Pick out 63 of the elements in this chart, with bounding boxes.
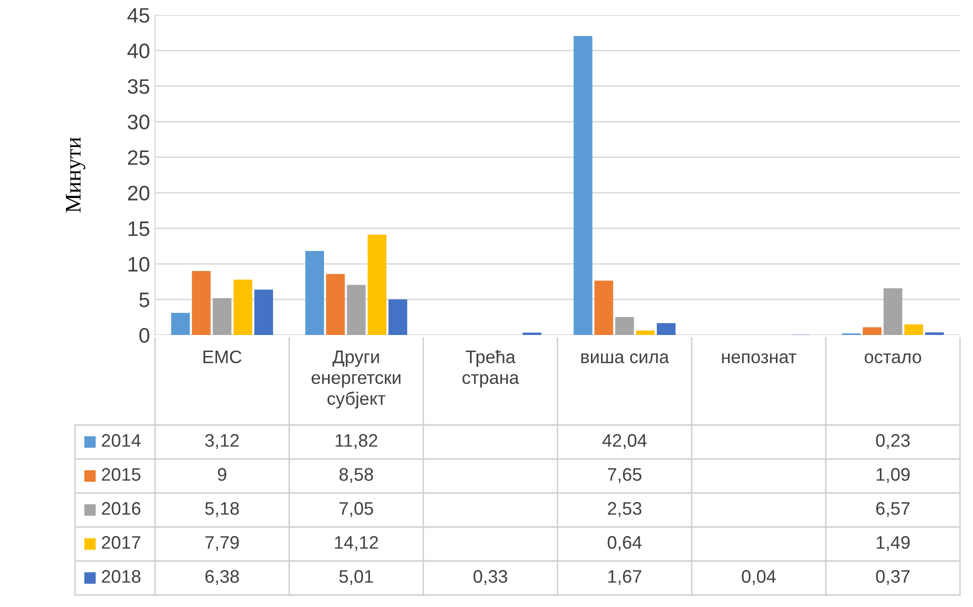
bar bbox=[388, 299, 408, 335]
bar bbox=[615, 317, 634, 335]
bar bbox=[862, 327, 882, 335]
y-tick-label: 30 bbox=[128, 114, 150, 130]
data-label: 7,05 bbox=[340, 502, 374, 517]
data-label: 1,67 bbox=[608, 570, 642, 585]
x-tick-label: Трећа страна bbox=[462, 350, 520, 388]
data-label: 2,53 bbox=[608, 502, 642, 517]
data-label: 7,65 bbox=[608, 468, 642, 483]
x-tick-label: остало bbox=[864, 353, 922, 364]
bar bbox=[305, 250, 324, 335]
legend-label: 2017 bbox=[102, 536, 140, 549]
bar bbox=[925, 332, 944, 335]
bar bbox=[636, 330, 655, 335]
y-tick-label: 5 bbox=[139, 292, 150, 308]
data-label: 14,12 bbox=[335, 536, 378, 551]
legend-label: 2018 bbox=[102, 570, 140, 583]
bar bbox=[234, 280, 252, 335]
data-label: 0,23 bbox=[876, 434, 910, 449]
data-label: 0,04 bbox=[742, 570, 776, 585]
y-tick-label: 15 bbox=[128, 222, 150, 236]
x-tick-label: виша сила bbox=[581, 353, 670, 364]
data-label: 11,82 bbox=[336, 434, 378, 449]
bar bbox=[656, 323, 676, 335]
data-label: 5,18 bbox=[205, 502, 239, 517]
bar bbox=[171, 312, 190, 335]
legend-label: 2016 bbox=[102, 502, 140, 515]
bar bbox=[904, 324, 924, 335]
data-label: 1,49 bbox=[876, 536, 910, 551]
y-tick-label: 0 bbox=[139, 328, 150, 343]
data-label: 1,09 bbox=[876, 468, 910, 483]
data-label: 6,38 bbox=[205, 570, 239, 585]
data-label: 3,12 bbox=[205, 434, 239, 449]
bar bbox=[326, 274, 345, 335]
y-axis-title: Минути bbox=[66, 137, 86, 212]
x-tick-label: Други енергетски субјект bbox=[312, 350, 400, 409]
data-label: 6,57 bbox=[876, 502, 910, 517]
y-tick-label: 20 bbox=[128, 186, 150, 201]
bar bbox=[254, 290, 274, 335]
bar bbox=[884, 288, 902, 335]
x-tick-label: ЕМС bbox=[204, 350, 242, 364]
data-label: 5,01 bbox=[339, 570, 373, 585]
y-tick-label: 25 bbox=[128, 150, 150, 165]
data-label: 9 bbox=[218, 468, 226, 481]
bar bbox=[594, 280, 614, 335]
legend-label: 2015 bbox=[102, 468, 140, 481]
data-label: 0,64 bbox=[608, 536, 642, 551]
bar bbox=[574, 36, 592, 335]
bar bbox=[346, 284, 366, 335]
data-label: 42,04 bbox=[602, 434, 647, 449]
bar bbox=[368, 234, 386, 335]
data-label: 0,33 bbox=[474, 570, 508, 585]
bar bbox=[192, 271, 211, 335]
y-tick-label: 40 bbox=[127, 44, 150, 58]
data-label: 0,37 bbox=[876, 570, 910, 585]
data-label: 8,58 bbox=[339, 468, 374, 483]
y-tick-label: 10 bbox=[128, 256, 150, 272]
legend-label: 2014 bbox=[102, 434, 141, 447]
bar bbox=[212, 298, 232, 335]
x-tick-label: непознат bbox=[722, 353, 796, 364]
data-label: 7,79 bbox=[205, 536, 239, 551]
y-tick-label: 45 bbox=[127, 8, 150, 23]
y-tick-label: 35 bbox=[128, 79, 150, 94]
